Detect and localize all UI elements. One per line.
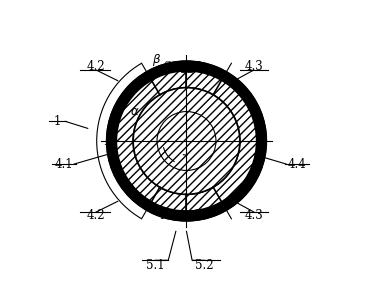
Text: N: N bbox=[104, 135, 115, 147]
Text: 5.2: 5.2 bbox=[195, 259, 214, 272]
Wedge shape bbox=[107, 61, 266, 221]
Text: N: N bbox=[160, 209, 170, 222]
Text: $\beta$: $\beta$ bbox=[153, 52, 162, 68]
Circle shape bbox=[133, 88, 240, 194]
Text: 1: 1 bbox=[54, 115, 61, 128]
Circle shape bbox=[133, 88, 240, 194]
Wedge shape bbox=[116, 71, 257, 211]
Text: 4.2: 4.2 bbox=[87, 60, 106, 73]
Text: 4.4: 4.4 bbox=[288, 158, 307, 171]
Text: $\alpha$: $\alpha$ bbox=[130, 105, 140, 118]
Text: 4.2: 4.2 bbox=[87, 209, 106, 222]
Text: S: S bbox=[192, 209, 200, 222]
Bar bbox=[181, 64, 186, 72]
Text: S: S bbox=[194, 61, 201, 70]
Bar bbox=[187, 210, 192, 218]
Text: 5.1: 5.1 bbox=[146, 259, 164, 272]
Text: S: S bbox=[163, 61, 170, 70]
Circle shape bbox=[133, 88, 240, 194]
Text: 4.3: 4.3 bbox=[244, 60, 263, 73]
Text: S: S bbox=[256, 135, 264, 147]
Bar bbox=[187, 64, 192, 72]
Bar bbox=[181, 210, 186, 218]
Text: 4.1: 4.1 bbox=[54, 158, 73, 171]
Text: 4.3: 4.3 bbox=[244, 209, 263, 222]
